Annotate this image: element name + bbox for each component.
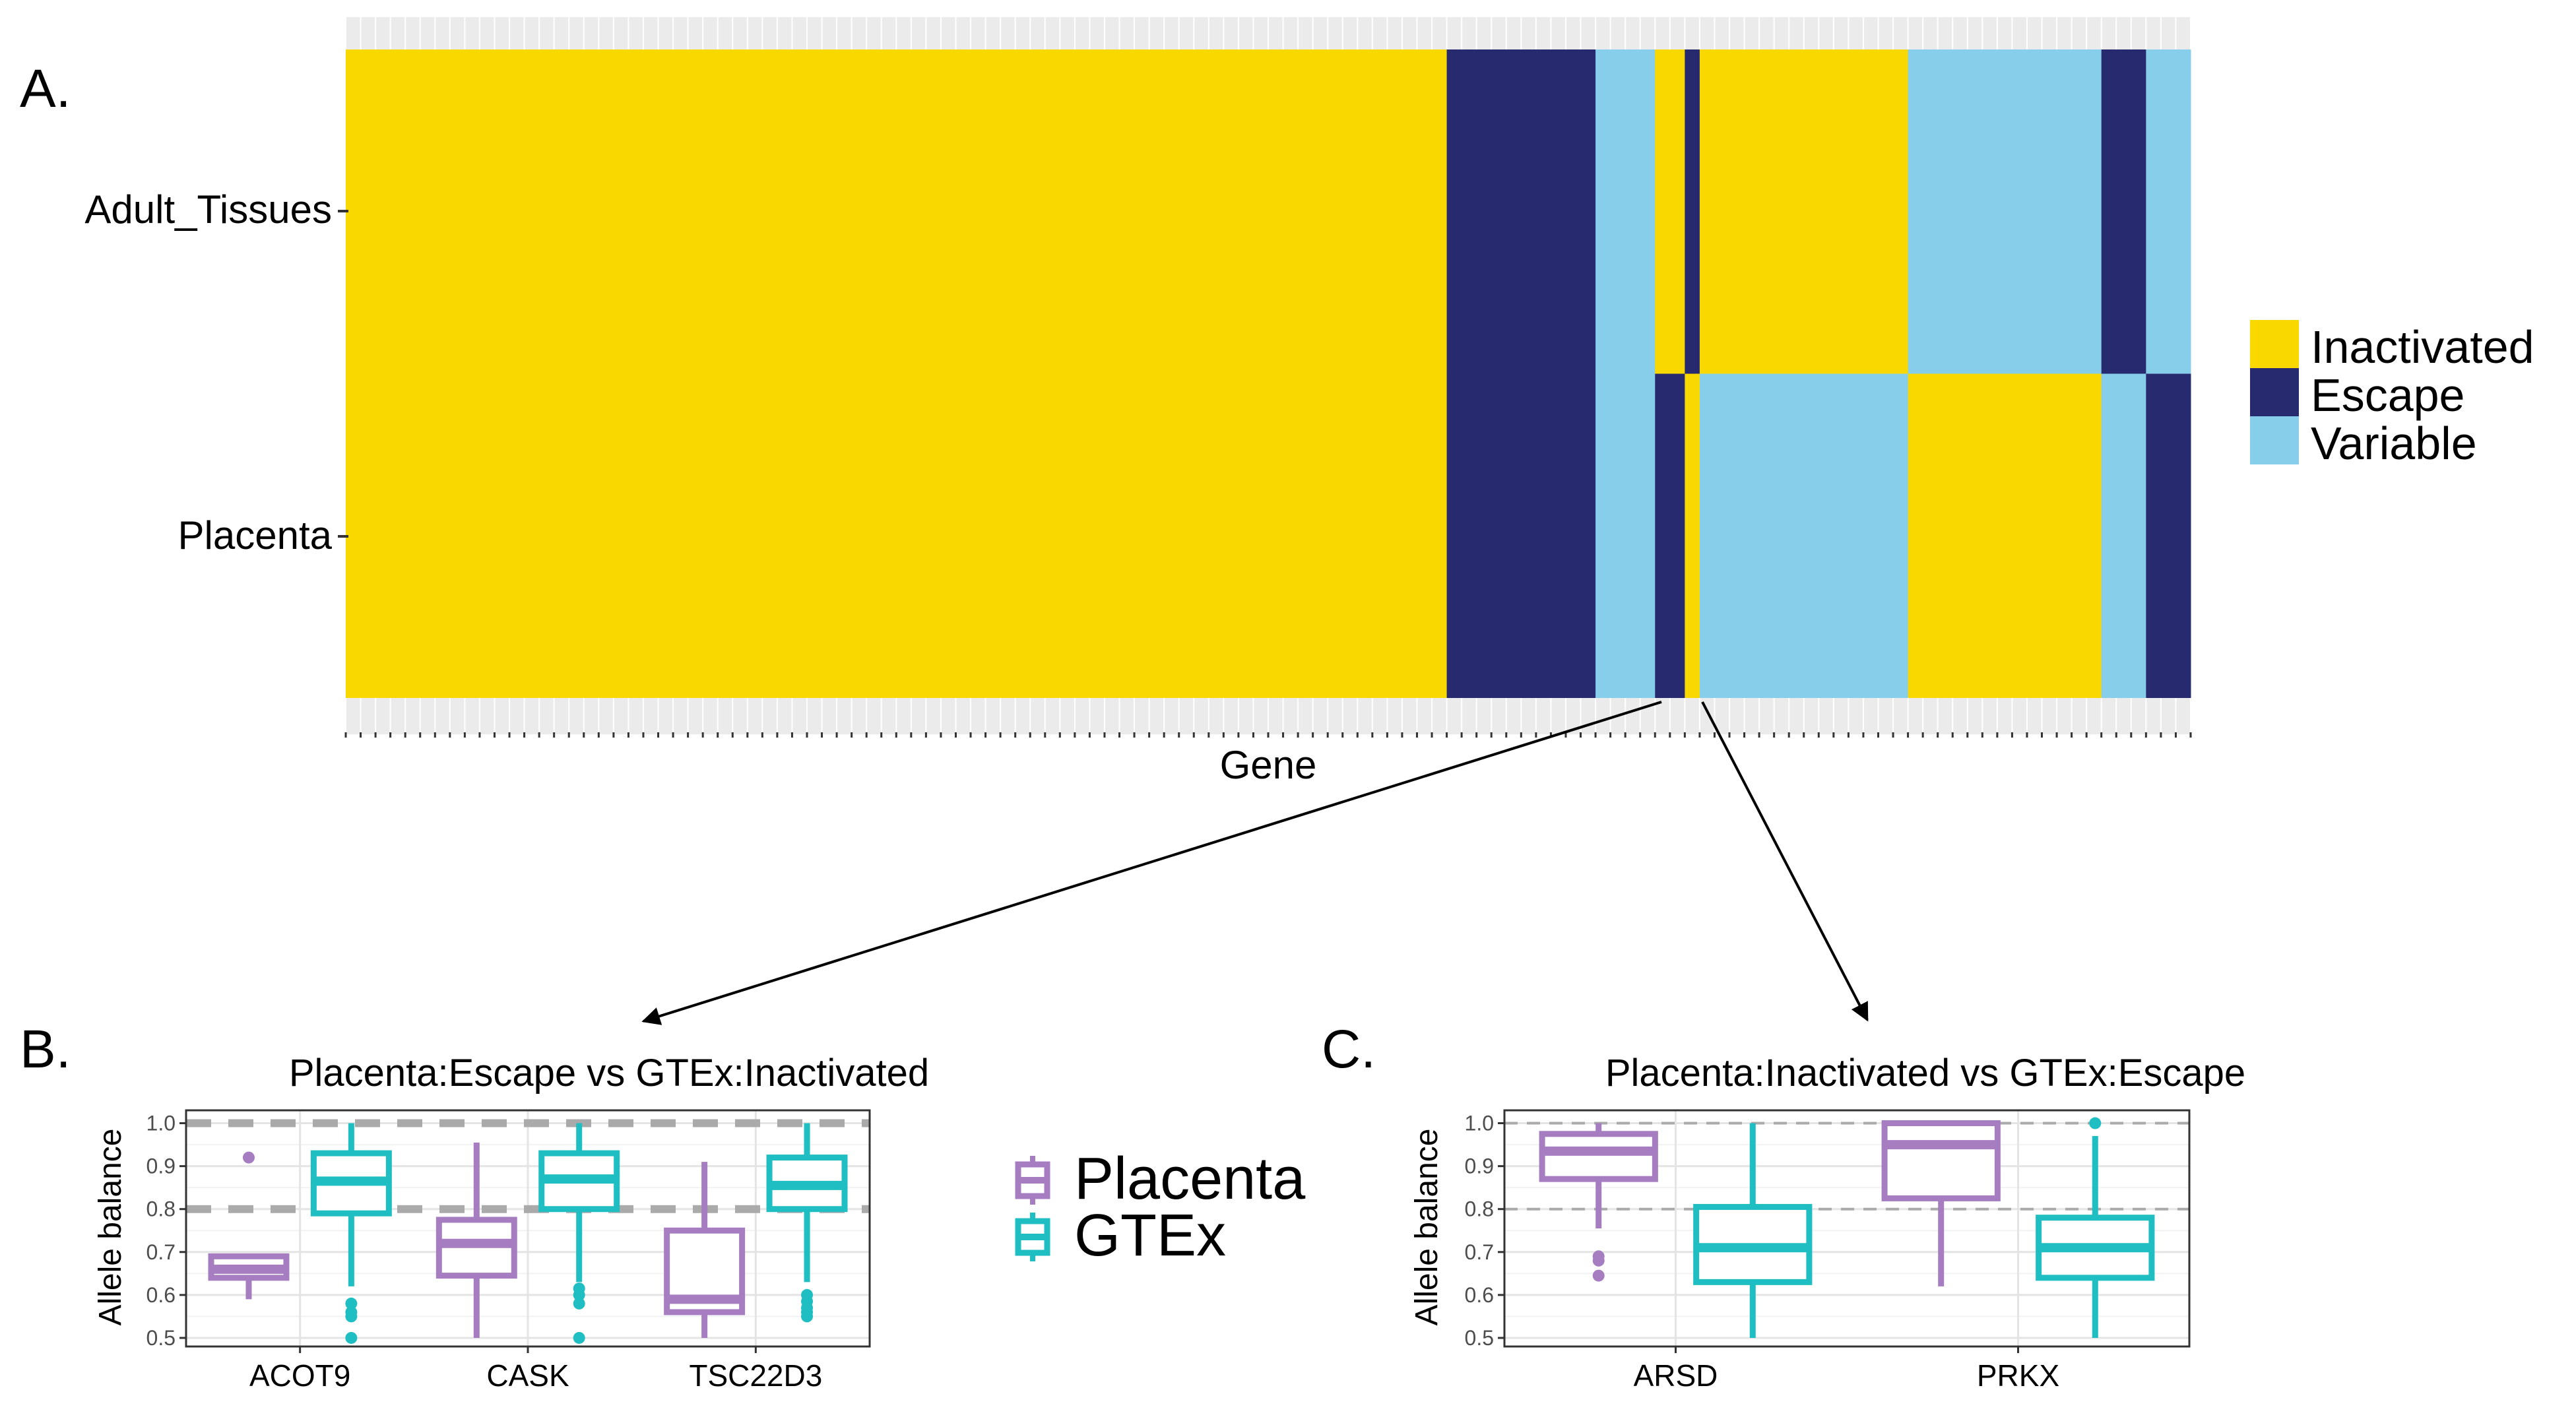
heatmap-cell-placenta-4 bbox=[1685, 373, 1700, 698]
row-label-placenta: Placenta bbox=[178, 513, 333, 557]
arrow-to-panel-b bbox=[641, 701, 1662, 1025]
heatmap-cell-adult-0 bbox=[346, 49, 1448, 374]
legend-key-placenta bbox=[1015, 1156, 1050, 1205]
boxplot-legend: Placenta GTEx bbox=[1015, 1146, 1306, 1269]
plot-border bbox=[1503, 1109, 2191, 1348]
heatmap-rugs bbox=[344, 17, 2192, 738]
boxplot-panel-c: Placenta:Inactivated vs GTEx:Escape Alle… bbox=[1409, 1052, 2245, 1393]
y-tick-label: 1.0 bbox=[146, 1112, 176, 1135]
x-tick-label: ARSD bbox=[1634, 1358, 1718, 1393]
legend-label-placenta: Placenta bbox=[1074, 1146, 1306, 1212]
heatmap-cell-placenta-2 bbox=[1595, 373, 1656, 698]
legend-key-gtex bbox=[1015, 1213, 1050, 1261]
x-tick-label: ACOT9 bbox=[249, 1358, 350, 1393]
heatmap-cell-placenta-0 bbox=[346, 373, 1448, 698]
outlier-point bbox=[1592, 1254, 1605, 1267]
heatmap-cell-placenta-7 bbox=[2101, 373, 2146, 698]
legend-swatch-variable bbox=[2250, 416, 2299, 464]
outlier-point bbox=[573, 1288, 585, 1301]
box-placenta bbox=[1881, 1120, 2001, 1201]
panel-c-ylabel: Allele balance bbox=[1409, 1129, 1444, 1326]
x-tick-label: PRKX bbox=[1977, 1358, 2059, 1393]
heatmap-legend: Inactivated Escape Variable bbox=[2250, 320, 2534, 469]
legend-label-gtex: GTEx bbox=[1074, 1203, 1226, 1269]
box-placenta bbox=[1539, 1131, 1658, 1182]
outlier-point bbox=[242, 1151, 255, 1164]
outlier-point bbox=[345, 1331, 358, 1344]
heatmap-cell-adult-3 bbox=[1655, 49, 1685, 374]
y-tick-label: 0.5 bbox=[146, 1326, 176, 1350]
heatmap-cell-adult-7 bbox=[2101, 49, 2146, 374]
heatmap-cell-adult-1 bbox=[1446, 49, 1596, 374]
arrow-to-panel-c bbox=[1701, 701, 1869, 1022]
y-tick-label: 0.8 bbox=[146, 1197, 176, 1221]
panel-c-plot-area: 0.5 0.6 0.7 0.8 0.9 1.0 ARSD PRKX bbox=[1465, 1109, 2191, 1393]
y-tick-label: 0.6 bbox=[146, 1283, 176, 1307]
y-tick-label: 0.7 bbox=[146, 1240, 176, 1264]
legend-label-inactivated: Inactivated bbox=[2311, 321, 2534, 373]
heatmap-cell-placenta-3 bbox=[1655, 373, 1685, 698]
heatmap-panel: Adult_Tissues Placenta Gene Inactivated … bbox=[84, 17, 2534, 787]
y-tick-label: 0.9 bbox=[146, 1155, 176, 1178]
outlier-point bbox=[345, 1310, 358, 1323]
heatmap-cells bbox=[346, 49, 2191, 698]
y-tick-label: 0.9 bbox=[1465, 1155, 1494, 1178]
row-label-adult-tissues: Adult_Tissues bbox=[84, 187, 332, 232]
heatmap-cell-adult-6 bbox=[1908, 49, 2102, 374]
heatmap-cell-placenta-1 bbox=[1446, 373, 1596, 698]
legend-swatch-escape bbox=[2250, 368, 2299, 416]
panel-b-title: Placenta:Escape vs GTEx:Inactivated bbox=[289, 1052, 929, 1094]
y-tick-label: 0.7 bbox=[1465, 1240, 1494, 1264]
x-tick-label: CASK bbox=[486, 1358, 569, 1393]
legend-label-variable: Variable bbox=[2311, 418, 2477, 469]
outlier-point bbox=[345, 1297, 358, 1310]
heatmap-cell-adult-4 bbox=[1685, 49, 1700, 374]
outlier-point bbox=[1592, 1269, 1605, 1282]
x-axis-label-gene: Gene bbox=[1220, 743, 1317, 787]
boxplot-panel-b: Placenta:Escape vs GTEx:Inactivated Alle… bbox=[93, 1052, 929, 1393]
heatmap-cell-placenta-8 bbox=[2146, 373, 2191, 698]
y-tick-label: 0.5 bbox=[1465, 1326, 1494, 1350]
y-tick-label: 0.6 bbox=[1465, 1283, 1494, 1307]
heatmap-cell-placenta-5 bbox=[1699, 373, 1909, 698]
heatmap-cell-adult-8 bbox=[2146, 49, 2191, 374]
y-tick-label: 0.8 bbox=[1465, 1197, 1494, 1221]
x-tick-label: TSC22D3 bbox=[689, 1358, 822, 1393]
panel-label-c: C. bbox=[1322, 1019, 1376, 1079]
panel-b-ylabel: Allele balance bbox=[93, 1129, 128, 1326]
outlier-point bbox=[801, 1310, 814, 1323]
legend-swatch-inactivated bbox=[2250, 320, 2299, 368]
panel-label-a: A. bbox=[20, 59, 71, 119]
heatmap-cell-adult-2 bbox=[1595, 49, 1656, 374]
outlier-point bbox=[573, 1297, 585, 1310]
panel-c-title: Placenta:Inactivated vs GTEx:Escape bbox=[1605, 1052, 2245, 1094]
legend-label-escape: Escape bbox=[2311, 369, 2464, 421]
y-tick-label: 1.0 bbox=[1465, 1112, 1494, 1135]
outlier-point bbox=[2089, 1117, 2102, 1129]
panel-b-plot-area: 0.5 0.6 0.7 0.8 0.9 1.0 ACOT9 CASK TSC22D3 bbox=[146, 1109, 871, 1393]
heatmap-cell-placenta-6 bbox=[1908, 373, 2102, 698]
outlier-point bbox=[573, 1331, 585, 1344]
panel-label-b: B. bbox=[20, 1019, 71, 1079]
heatmap-cell-adult-5 bbox=[1699, 49, 1909, 374]
